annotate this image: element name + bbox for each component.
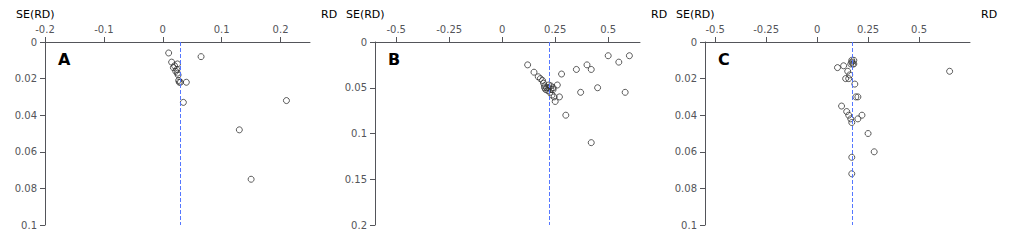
svg-text:0.02: 0.02: [675, 73, 697, 84]
svg-text:0.25: 0.25: [857, 24, 879, 35]
svg-text:0.1: 0.1: [214, 24, 230, 35]
svg-text:0.1: 0.1: [351, 128, 367, 139]
svg-text:0: 0: [361, 37, 367, 48]
svg-text:-0.5: -0.5: [705, 24, 725, 35]
svg-text:0.5: 0.5: [600, 24, 616, 35]
svg-text:0.08: 0.08: [675, 183, 697, 194]
svg-text:-0.5: -0.5: [386, 24, 406, 35]
svg-text:0: 0: [499, 24, 505, 35]
svg-text:SE(RD): SE(RD): [16, 8, 55, 21]
svg-text:0.2: 0.2: [273, 24, 289, 35]
svg-text:0.08: 0.08: [15, 183, 37, 194]
svg-text:RD: RD: [321, 8, 337, 21]
svg-text:0.1: 0.1: [681, 220, 697, 231]
svg-text:0.05: 0.05: [345, 82, 367, 93]
svg-text:0: 0: [814, 24, 820, 35]
svg-text:-0.25: -0.25: [753, 24, 779, 35]
svg-text:0.06: 0.06: [675, 146, 697, 157]
svg-text:SE(RD): SE(RD): [676, 8, 715, 21]
svg-text:0.2: 0.2: [351, 220, 367, 231]
svg-text:-0.2: -0.2: [35, 24, 55, 35]
svg-text:RD: RD: [981, 8, 997, 21]
svg-text:0.5: 0.5: [911, 24, 927, 35]
svg-text:0: 0: [160, 24, 166, 35]
svg-text:0: 0: [691, 37, 697, 48]
svg-text:0: 0: [31, 37, 37, 48]
svg-text:0.04: 0.04: [15, 110, 37, 121]
svg-text:0.06: 0.06: [15, 146, 37, 157]
svg-text:0.25: 0.25: [544, 24, 566, 35]
svg-text:0.1: 0.1: [21, 220, 37, 231]
svg-text:0.02: 0.02: [15, 73, 37, 84]
svg-text:-0.1: -0.1: [94, 24, 114, 35]
svg-text:C: C: [718, 50, 730, 69]
svg-text:0.15: 0.15: [345, 174, 367, 185]
svg-text:A: A: [58, 50, 71, 69]
svg-text:B: B: [388, 50, 400, 69]
svg-text:0.04: 0.04: [675, 110, 697, 121]
svg-text:-0.25: -0.25: [436, 24, 462, 35]
svg-text:RD: RD: [651, 8, 667, 21]
svg-text:SE(RD): SE(RD): [346, 8, 385, 21]
